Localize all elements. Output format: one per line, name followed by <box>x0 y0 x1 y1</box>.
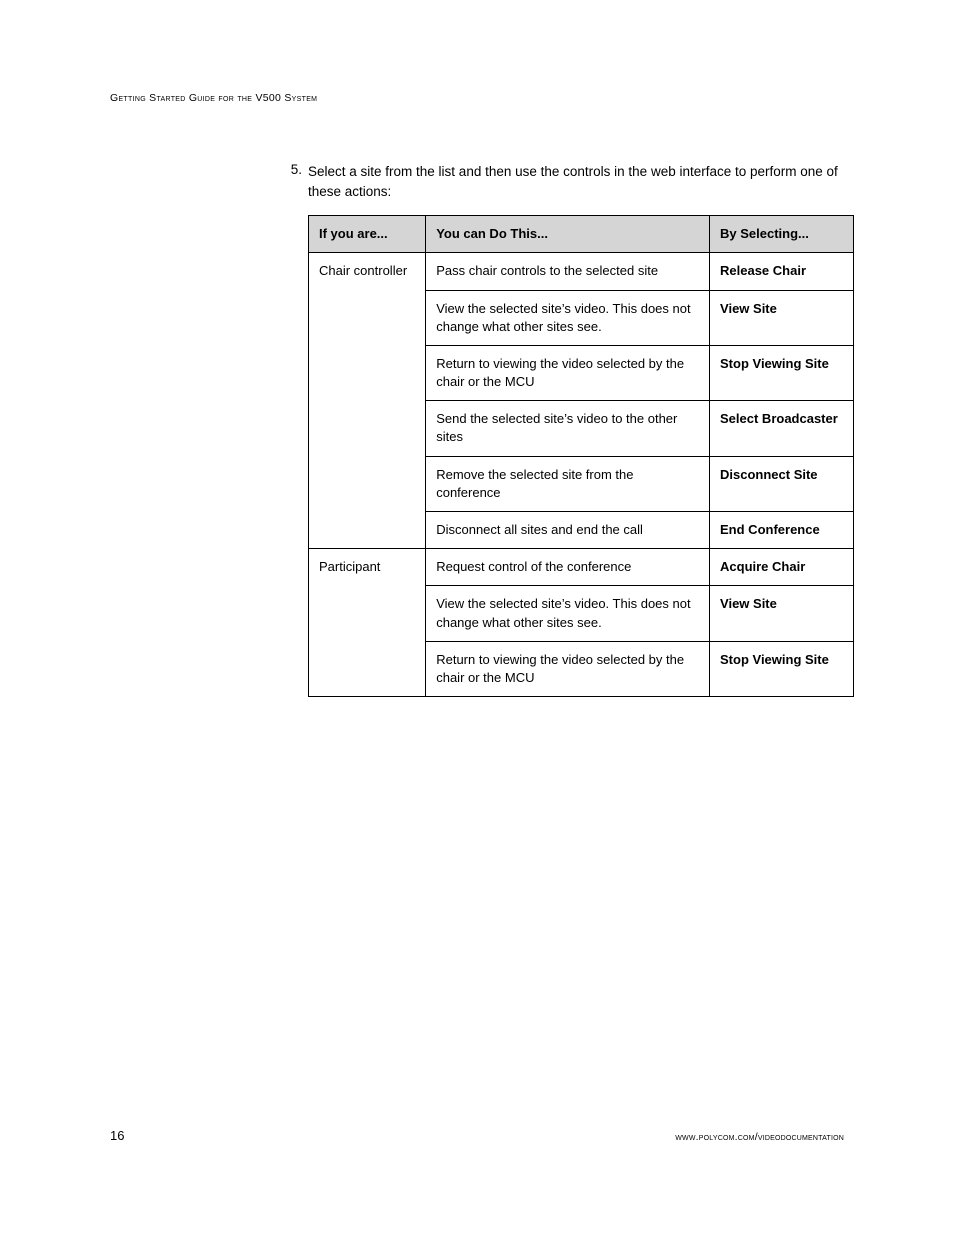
cell-role-empty <box>309 401 426 456</box>
table-row: View the selected site’s video. This doe… <box>309 290 854 345</box>
cell-action: Return to viewing the video selected by … <box>426 641 710 696</box>
cell-select: Stop Viewing Site <box>710 345 854 400</box>
table-row: Return to viewing the video selected by … <box>309 641 854 696</box>
table-row: Return to viewing the video selected by … <box>309 345 854 400</box>
cell-select: Acquire Chair <box>710 549 854 586</box>
cell-role-empty <box>309 456 426 511</box>
cell-role-empty <box>309 512 426 549</box>
step-text: Select a site from the list and then use… <box>308 162 844 201</box>
table-row: Participant Request control of the confe… <box>309 549 854 586</box>
cell-role-empty <box>309 641 426 696</box>
cell-action: Disconnect all sites and end the call <box>426 512 710 549</box>
page-number: 16 <box>110 1128 124 1143</box>
cell-select: Select Broadcaster <box>710 401 854 456</box>
cell-role: Chair controller <box>309 253 426 290</box>
cell-select: Disconnect Site <box>710 456 854 511</box>
cell-action: Pass chair controls to the selected site <box>426 253 710 290</box>
cell-action: View the selected site’s video. This doe… <box>426 586 710 641</box>
cell-select: Release Chair <box>710 253 854 290</box>
cell-action: Send the selected site’s video to the ot… <box>426 401 710 456</box>
table-header-row: If you are... You can Do This... By Sele… <box>309 216 854 253</box>
actions-table: If you are... You can Do This... By Sele… <box>308 215 854 697</box>
cell-select: View Site <box>710 290 854 345</box>
table-row: Disconnect all sites and end the call En… <box>309 512 854 549</box>
cell-action: View the selected site’s video. This doe… <box>426 290 710 345</box>
cell-select: Stop Viewing Site <box>710 641 854 696</box>
cell-role-empty <box>309 290 426 345</box>
cell-action: Return to viewing the video selected by … <box>426 345 710 400</box>
cell-select: End Conference <box>710 512 854 549</box>
footer-url: www.polycom.com/videodocumentation <box>675 1131 844 1143</box>
step-number: 5. <box>280 162 308 177</box>
table-row: Remove the selected site from the confer… <box>309 456 854 511</box>
table-row: View the selected site’s video. This doe… <box>309 586 854 641</box>
running-header: Getting Started Guide for the V500 Syste… <box>110 92 844 104</box>
page-footer: 16 www.polycom.com/videodocumentation <box>110 1128 844 1143</box>
step-row: 5. Select a site from the list and then … <box>280 162 844 201</box>
cell-role: Participant <box>309 549 426 586</box>
cell-action: Remove the selected site from the confer… <box>426 456 710 511</box>
col-header-select: By Selecting... <box>710 216 854 253</box>
table-row: Chair controller Pass chair controls to … <box>309 253 854 290</box>
cell-action: Request control of the conference <box>426 549 710 586</box>
col-header-action: You can Do This... <box>426 216 710 253</box>
cell-select: View Site <box>710 586 854 641</box>
cell-role-empty <box>309 345 426 400</box>
table-row: Send the selected site’s video to the ot… <box>309 401 854 456</box>
cell-role-empty <box>309 586 426 641</box>
col-header-role: If you are... <box>309 216 426 253</box>
page: Getting Started Guide for the V500 Syste… <box>0 0 954 1235</box>
